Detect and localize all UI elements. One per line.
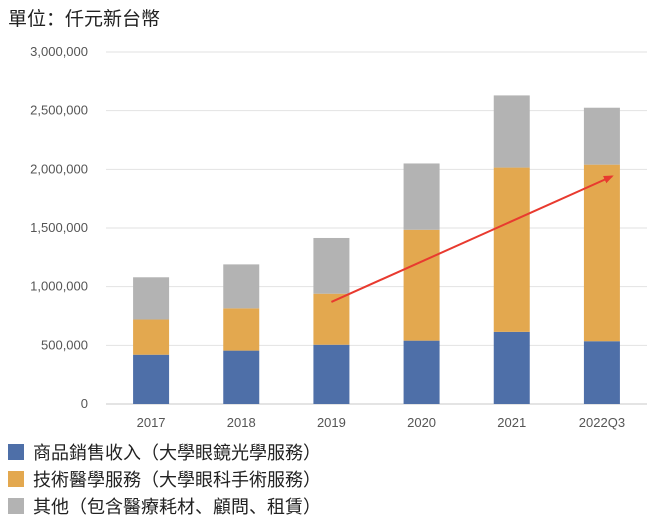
y-tick-label: 3,000,000 [30,44,88,59]
bar-product-sales-2020 [403,340,440,404]
bar-medical-services-2022Q3 [583,164,620,342]
gridlines [106,51,647,405]
bar-other-2018 [223,264,260,309]
bar-other-2022Q3 [583,107,620,165]
y-tick-label: 0 [81,396,88,411]
bar-product-sales-2022Q3 [583,341,620,404]
legend-label-medical-services: 技術醫學服務（大學眼科手術服務） [33,469,321,491]
y-tick-label: 500,000 [41,337,88,352]
x-tick-label: 2020 [407,415,436,430]
y-tick-label: 2,000,000 [30,161,88,176]
bar-product-sales-2017 [133,354,170,404]
y-tick-label: 1,000,000 [30,279,88,294]
bar-other-2020 [403,163,440,230]
trend-arrow [331,175,614,303]
x-tick-label: 2019 [317,415,346,430]
legend-item-medical-services: 技術醫學服務（大學眼科手術服務） [8,465,321,492]
bar-product-sales-2019 [313,344,350,404]
y-tick-label: 2,500,000 [30,103,88,118]
bar-medical-services-2021 [493,167,530,332]
x-tick-label: 2021 [497,415,526,430]
bars [133,95,620,404]
legend-swatch-other [8,497,24,514]
legend-label-product-sales: 商品銷售收入（大學眼鏡光學服務） [33,442,321,464]
stacked-bar-chart: 0 500,000 1,000,000 1,500,000 2,000,000 2,500… [30,44,647,430]
bar-medical-services-2020 [403,229,440,341]
x-tick-label: 2018 [227,415,256,430]
legend-swatch-medical-services [8,470,24,487]
bar-other-2021 [493,95,530,168]
trend-arrow-line [331,175,614,303]
y-tick-label: 1,500,000 [30,220,88,235]
legend-item-other: 其他（包含醫療耗材、顧問、租賃） [8,492,321,519]
legend: 商品銷售收入（大學眼鏡光學服務） 技術醫學服務（大學眼科手術服務） 其他（包含醫… [8,438,321,519]
y-axis-ticks: 0 500,000 1,000,000 1,500,000 2,000,000 2,500… [30,44,88,411]
bar-medical-services-2017 [133,319,170,355]
x-tick-label: 2022Q3 [579,415,625,430]
bar-product-sales-2018 [223,350,260,404]
bar-other-2019 [313,237,350,294]
legend-label-other: 其他（包含醫療耗材、顧問、租賃） [33,496,321,518]
legend-item-product-sales: 商品銷售收入（大學眼鏡光學服務） [8,438,321,465]
legend-swatch-product-sales [8,443,24,460]
x-axis-ticks: 2017 2018 2019 2020 2021 2022Q3 [137,415,625,430]
x-tick-label: 2017 [137,415,166,430]
bar-product-sales-2021 [493,331,530,404]
bar-medical-services-2019 [313,293,350,345]
unit-label: 單位：仟元新台幣 [8,8,161,30]
bar-other-2017 [133,277,170,320]
bar-medical-services-2018 [223,308,260,351]
